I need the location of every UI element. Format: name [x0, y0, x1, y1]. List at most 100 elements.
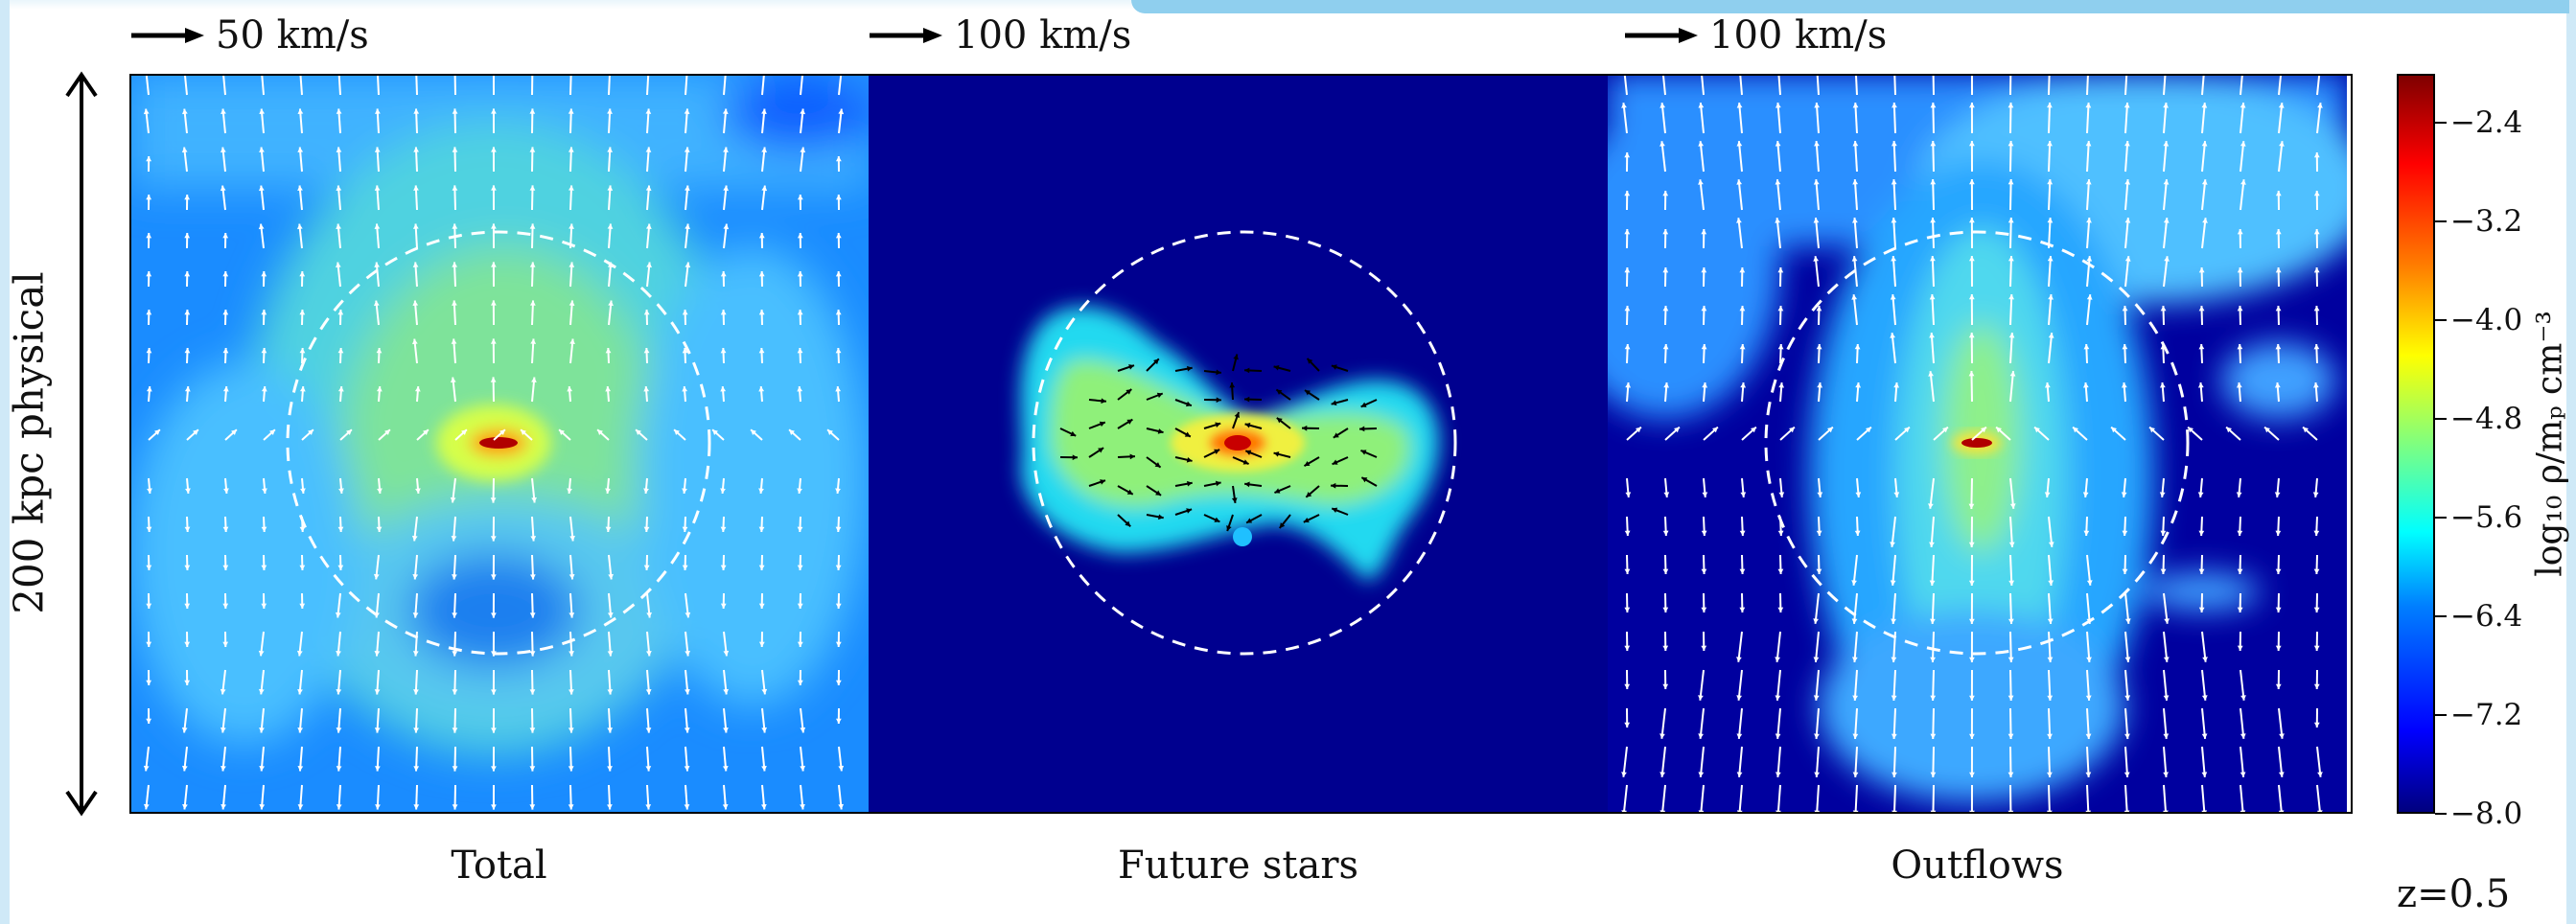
velocity-vector-head	[490, 338, 497, 344]
velocity-vector	[2239, 784, 2244, 814]
velocity-vector	[2009, 332, 2013, 364]
velocity-vector-head	[531, 497, 537, 503]
velocity-vector-head	[181, 727, 188, 733]
velocity-vector	[2163, 218, 2169, 249]
velocity-vector-head	[297, 108, 304, 114]
velocity-vector-head	[646, 262, 652, 268]
velocity-vector	[2124, 669, 2129, 701]
velocity-vector-head	[1070, 430, 1077, 437]
velocity-vector	[1853, 218, 1858, 249]
velocity-vector-head	[1701, 306, 1707, 312]
velocity-vector-head	[529, 766, 536, 772]
velocity-vector-head	[720, 488, 726, 494]
velocity-vector-head	[645, 185, 652, 191]
velocity-vector-head	[1996, 427, 2002, 433]
velocity-vector-head	[569, 574, 575, 580]
velocity-vector-head	[835, 348, 842, 354]
velocity-vector-head	[1852, 218, 1858, 223]
velocity-vector-head	[1775, 103, 1781, 108]
velocity-vector-head	[412, 300, 419, 306]
velocity-vector-head	[222, 271, 229, 277]
velocity-vector-head	[2124, 657, 2131, 662]
velocity-vector-head	[1302, 425, 1308, 431]
velocity-vector-head	[531, 377, 537, 383]
velocity-vector-head	[2086, 294, 2093, 300]
velocity-vector-head	[835, 386, 842, 392]
velocity-vector-head	[643, 348, 650, 354]
velocity-vector-head	[1777, 306, 1784, 312]
velocity-vector-head	[452, 223, 458, 229]
arrow-right-icon	[870, 28, 942, 43]
velocity-vector	[1660, 707, 1666, 739]
velocity-vector-head	[1099, 421, 1105, 427]
velocity-vector-head	[682, 565, 688, 570]
velocity-vector	[1622, 103, 1628, 134]
velocity-vector-head	[2007, 657, 2014, 662]
velocity-vector-head	[1674, 427, 1680, 433]
velocity-vector	[2201, 179, 2207, 211]
velocity-vector-head	[529, 74, 536, 76]
velocity-vector-head	[2237, 607, 2243, 612]
velocity-vector-head	[2163, 695, 2170, 701]
panel-label-outflows: Outflows	[1891, 843, 2064, 888]
velocity-vector-head	[1775, 179, 1781, 185]
velocity-vector	[1891, 516, 1896, 547]
velocity-vector	[1815, 103, 1820, 134]
velocity-vector	[2278, 784, 2283, 814]
velocity-vector-head	[2313, 152, 2320, 158]
velocity-vector-head	[2313, 306, 2320, 312]
velocity-vector-head	[2317, 103, 2323, 108]
velocity-vector-head	[1098, 448, 1104, 453]
velocity-vector-head	[375, 108, 381, 114]
velocity-vector	[1931, 554, 1935, 587]
velocity-vector-head	[146, 603, 152, 609]
velocity-vector-head	[184, 310, 191, 315]
velocity-vector-head	[1663, 492, 1670, 497]
velocity-vector-head	[222, 565, 229, 570]
velocity-vector-head	[499, 429, 505, 435]
velocity-vector-head	[1072, 454, 1078, 461]
velocity-vector-head	[685, 262, 691, 268]
velocity-vector-head	[1304, 390, 1311, 396]
velocity-vector-head	[1215, 422, 1221, 428]
velocity-vector-head	[2163, 733, 2170, 739]
velocity-vector-head	[1246, 518, 1253, 523]
velocity-vector-head	[761, 765, 767, 772]
velocity-vector-head	[452, 185, 458, 191]
velocity-vector-head	[336, 804, 342, 810]
velocity-vector	[2163, 669, 2169, 701]
velocity-vector-head	[2085, 733, 2092, 739]
velocity-vector-head	[1817, 382, 1823, 388]
velocity-vector-head	[720, 271, 727, 277]
velocity-vector	[1623, 74, 1628, 96]
velocity-vector-head	[376, 526, 383, 532]
velocity-vector-head	[797, 680, 803, 685]
velocity-vector-head	[222, 310, 229, 315]
velocity-vector-head	[2274, 382, 2281, 388]
velocity-vector-head	[1662, 568, 1669, 574]
velocity-vector	[1737, 179, 1743, 211]
velocity-vector-head	[1739, 344, 1746, 350]
velocity-vector-head	[2047, 695, 2054, 701]
velocity-vector	[376, 74, 380, 96]
velocity-vector-head	[452, 74, 458, 76]
velocity-vector-head	[2160, 306, 2167, 312]
velocity-vector-head	[2274, 492, 2281, 497]
velocity-vector-head	[1891, 772, 1897, 777]
velocity-vector-head	[1701, 344, 1707, 350]
velocity-vector-head	[722, 765, 729, 772]
velocity-vector-head	[491, 804, 497, 810]
velocity-vector	[1660, 746, 1666, 777]
velocity-vector-head	[374, 185, 381, 191]
velocity-vector	[2239, 179, 2245, 211]
velocity-vector	[2009, 178, 2012, 211]
velocity-vector-head	[2124, 618, 2131, 624]
velocity-vector-head	[835, 680, 842, 685]
velocity-vector-head	[1187, 365, 1193, 372]
velocity-vector	[2009, 293, 2013, 326]
velocity-vector-head	[308, 429, 313, 435]
velocity-vector	[1932, 784, 1935, 814]
velocity-vector-head	[146, 271, 152, 277]
velocity-vector-head	[1214, 517, 1220, 522]
